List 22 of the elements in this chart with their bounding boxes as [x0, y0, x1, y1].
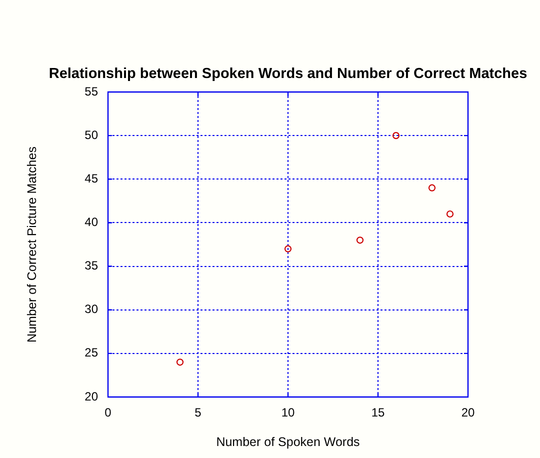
y-tick-label: 25 — [84, 346, 98, 360]
y-tick-label: 35 — [84, 258, 98, 273]
y-tick-label: 45 — [84, 171, 98, 186]
x-tick-label: 5 — [194, 406, 202, 420]
x-tick-label: 20 — [461, 406, 475, 420]
y-tick-label: 55 — [84, 84, 98, 98]
point — [446, 210, 454, 218]
chart-title: Relationship between Spoken Words and Number of Correct Matches — [48, 65, 528, 83]
x-axis-title: Number of Spoken Words — [216, 434, 360, 449]
point — [284, 245, 292, 252]
point — [392, 132, 400, 140]
y-tick-label: 30 — [84, 302, 98, 316]
y-tick-label: 50 — [84, 128, 98, 142]
point — [356, 236, 364, 244]
x-tick-label: 15 — [371, 406, 385, 420]
x-tick-label: 0 — [104, 406, 112, 420]
y-axis-title: Number of Correct Picture Matches — [24, 146, 39, 342]
y-tick-label: 40 — [84, 215, 98, 230]
y-tick-label: 20 — [84, 389, 98, 404]
x-tick-label: 10 — [281, 406, 295, 420]
point — [176, 358, 184, 366]
point — [428, 184, 436, 192]
